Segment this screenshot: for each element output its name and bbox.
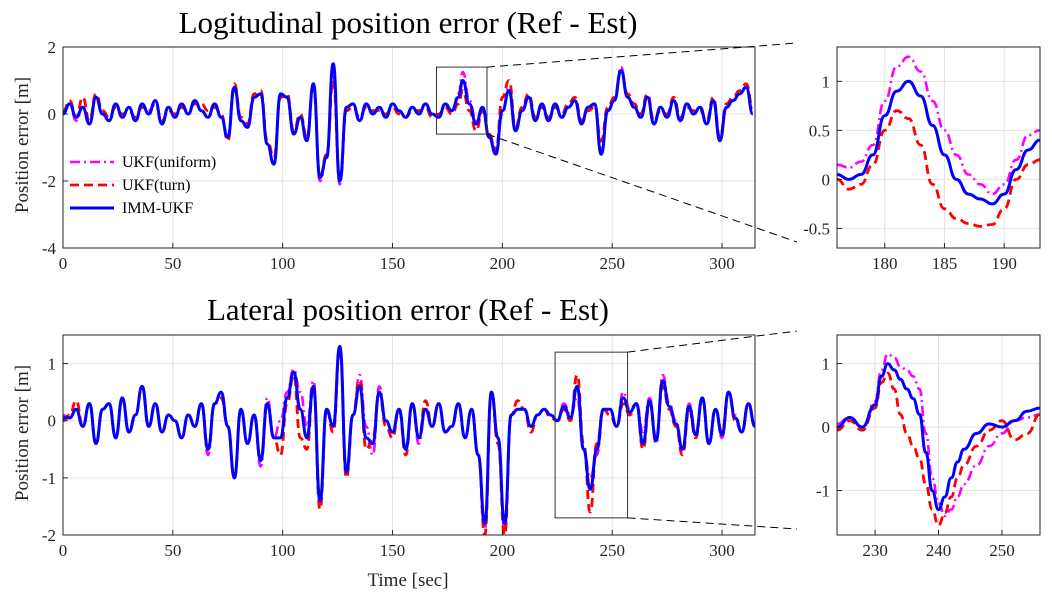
- zoom-connectors: [486, 42, 798, 530]
- zoom-box: [554, 351, 629, 519]
- series-line-imm-ukf: [837, 362, 1040, 512]
- series-group: [837, 352, 1040, 527]
- x-tick-label: 300: [709, 254, 735, 273]
- longitudinal-main-plot: 0 50 100 150 200 250 300 -4 -2 0 2: [42, 38, 756, 273]
- plot-area: [63, 47, 755, 248]
- legend-label: IMM-UKF: [122, 200, 193, 217]
- x-tick-label: 180: [872, 254, 898, 273]
- y-tick-label: 1: [48, 355, 57, 374]
- x-tick-label: 230: [862, 541, 888, 560]
- series-group: [63, 62, 755, 186]
- y-tick-label: 1: [822, 72, 831, 91]
- y-tick-label: -1: [816, 482, 830, 501]
- legend: UKF(uniform) UKF(turn) IMM-UKF: [70, 154, 216, 217]
- plot-area: [837, 47, 1040, 248]
- series-line-imm-ukf: [837, 79, 1040, 206]
- y-tick-label: -0.5: [803, 219, 830, 238]
- legend-label: UKF(turn): [122, 177, 190, 194]
- series-line-ukf-turn: [63, 69, 755, 183]
- y-tick-label: -2: [42, 172, 56, 191]
- lateral-main-plot: 0 50 100 150 200 250 300 -2 -1 0 1: [42, 334, 756, 560]
- x-tick-label: 300: [709, 541, 735, 560]
- y-tick-label: -4: [42, 239, 57, 258]
- series-line-ukf-uniform: [837, 352, 1040, 518]
- y-tick-label: 1: [822, 355, 831, 374]
- x-tick-label: 100: [270, 254, 296, 273]
- y-tick-label: 0: [822, 418, 831, 437]
- x-tick-label: 0: [59, 541, 68, 560]
- x-tick-label: 190: [991, 254, 1017, 273]
- y-tick-label: 0: [822, 170, 831, 189]
- y-tick-label: -1: [42, 469, 56, 488]
- longitudinal-zoom-plot: 180 185 190 -0.5 0 0.5 1: [803, 46, 1041, 273]
- y-tick-label: 0: [48, 412, 57, 431]
- y-tick-label: 0.5: [809, 121, 830, 140]
- x-tick-label: 250: [989, 541, 1015, 560]
- x-tick-label: 150: [380, 254, 406, 273]
- zoom-connector-top: [627, 330, 798, 353]
- lateral-zoom-plot: 230 240 250 -1 0 1: [816, 334, 1041, 560]
- lat-xlabel: Time [sec]: [367, 570, 448, 591]
- x-tick-label: 50: [164, 541, 181, 560]
- x-tick-label: 250: [599, 541, 625, 560]
- x-tick-label: 200: [490, 541, 516, 560]
- series-group: [63, 344, 755, 535]
- zoom-connector-bottom: [627, 517, 798, 530]
- x-tick-label: 240: [926, 541, 952, 560]
- zoom-box: [435, 66, 488, 135]
- axes-frame: [62, 334, 756, 536]
- x-tick-label: 250: [599, 254, 625, 273]
- x-tick-label: 150: [380, 541, 406, 560]
- series-line-imm-ukf: [63, 62, 755, 183]
- lat-ylabel: Position error [m]: [12, 365, 33, 501]
- y-tick-label: -2: [42, 526, 56, 545]
- x-tick-label: 100: [270, 541, 296, 560]
- x-tick-label: 50: [164, 254, 181, 273]
- x-tick-label: 185: [932, 254, 958, 273]
- legend-label: UKF(uniform): [122, 154, 216, 171]
- series-line-ukf-turn: [837, 371, 1040, 527]
- axes-frame: [836, 46, 1041, 249]
- y-tick-label: 2: [48, 38, 57, 57]
- zoom-connector-bottom: [486, 133, 798, 243]
- series-line-ukf-turn: [837, 109, 1040, 228]
- long-title: Logitudinal position error (Ref - Est): [179, 5, 638, 40]
- series-line-imm-ukf: [63, 344, 755, 526]
- x-tick-label: 200: [490, 254, 516, 273]
- axes-frame: [62, 46, 756, 249]
- long-ylabel: Position error [m]: [12, 77, 33, 213]
- series-group: [837, 55, 1040, 228]
- y-tick-label: 0: [48, 105, 57, 124]
- lat-title: Lateral position error (Ref - Est): [207, 292, 609, 327]
- series-line-ukf-uniform: [837, 55, 1040, 196]
- x-tick-label: 0: [59, 254, 68, 273]
